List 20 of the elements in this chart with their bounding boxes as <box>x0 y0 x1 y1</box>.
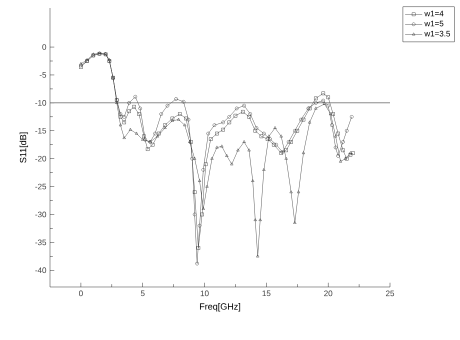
x-tick-label: 15 <box>262 290 270 296</box>
y-tick-label: -10 <box>35 100 46 106</box>
y-tick-label: -5 <box>40 72 46 78</box>
x-axis-title: Freq[GHz] <box>200 303 240 312</box>
x-tick-label: 0 <box>79 290 83 296</box>
y-tick-label: -20 <box>35 156 46 162</box>
y-tick-label: -15 <box>35 128 46 134</box>
x-tick-label: 10 <box>200 290 209 296</box>
legend-label: w1=4 <box>424 10 444 16</box>
x-tick-label: 5 <box>140 290 145 296</box>
y-tick-label: 0 <box>42 44 46 50</box>
x-tick-label: 20 <box>324 290 332 296</box>
y-tick-label: -40 <box>35 267 46 274</box>
y-tick-label: -30 <box>35 212 46 218</box>
legend-label: w1=5 <box>424 20 444 26</box>
x-tick-label: 25 <box>386 290 394 296</box>
y-tick-label: -25 <box>35 184 46 190</box>
legend-label: w1=3.5 <box>424 30 450 36</box>
y-axis-title: S11[dB] <box>20 132 28 163</box>
y-tick-label: -35 <box>35 240 46 246</box>
